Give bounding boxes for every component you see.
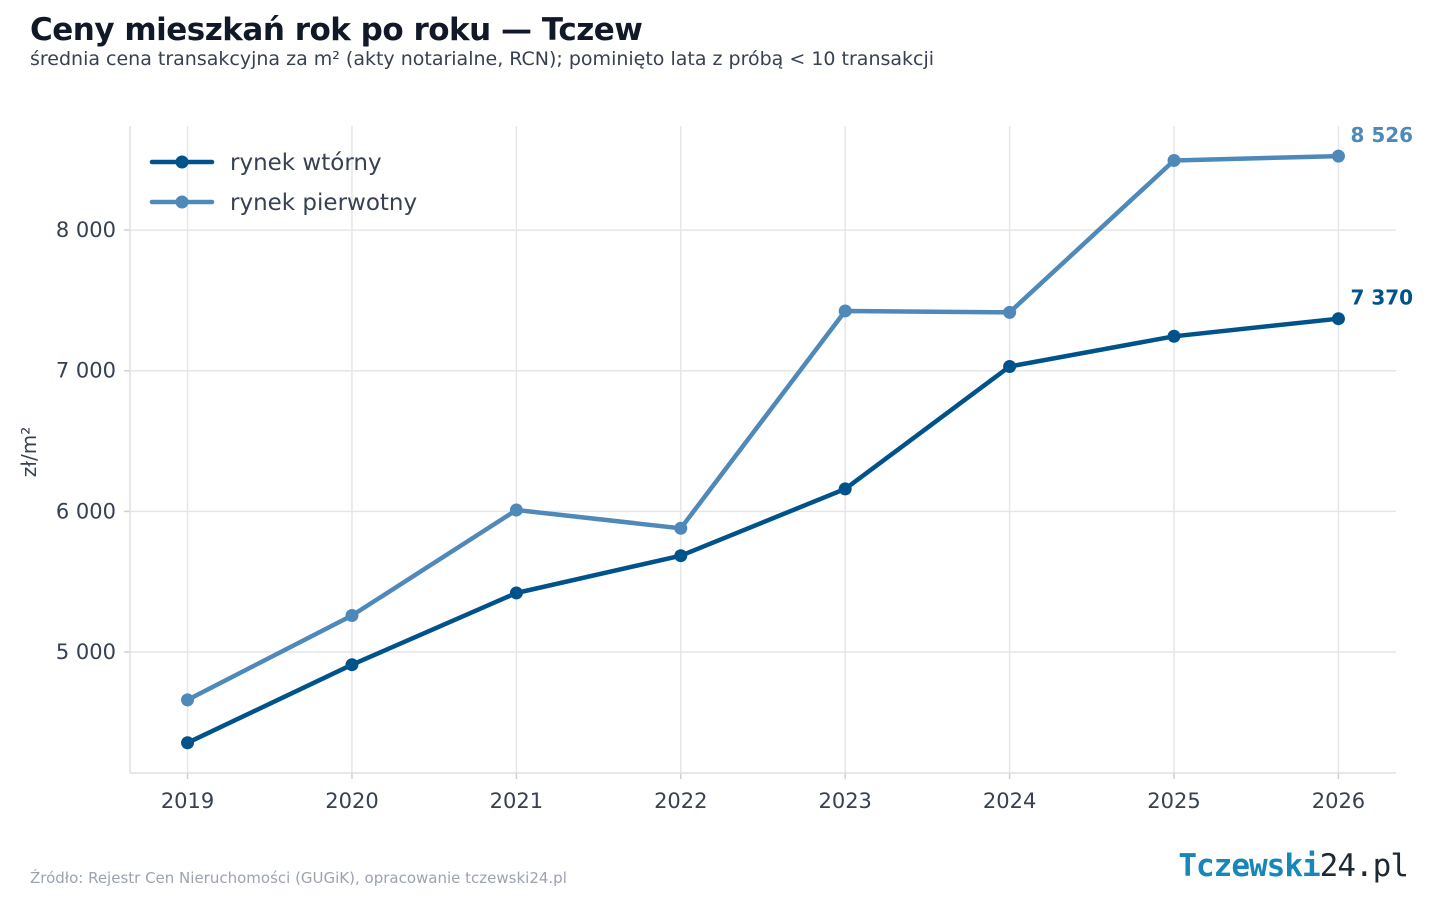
chart-subtitle: średnia cena transakcyjna za m² (akty no… [30, 48, 935, 70]
series-line-1 [185, 153, 1341, 703]
y-tick-label: 5 000 [56, 640, 116, 664]
brand-logo: Tczewski24.pl [1178, 848, 1409, 884]
data-point [674, 549, 688, 563]
y-tick-label: 6 000 [56, 499, 116, 523]
y-tick-label: 7 000 [56, 359, 116, 383]
data-point [1167, 329, 1181, 343]
axes: 2019 2020 2021 2022 2023 2024 2025 2026 5 000 6 0… [56, 126, 1396, 813]
y-axis-label: zł/m² [17, 427, 41, 477]
end-value-label: 8 526 [1350, 123, 1413, 147]
chart-title: Ceny mieszkań rok po roku — Tczew [30, 12, 643, 48]
y-tick-label: 8 000 [56, 218, 116, 242]
x-tick-label: 2026 [1312, 789, 1365, 813]
data-point [509, 586, 523, 600]
data-point [181, 736, 195, 750]
data-point [509, 503, 523, 517]
end-value-label: 7 370 [1350, 286, 1413, 310]
x-tick-label: 2025 [1147, 789, 1200, 813]
data-point [345, 658, 359, 672]
data-point [674, 521, 688, 535]
data-point [1331, 312, 1345, 326]
data-point [181, 693, 195, 707]
legend-label: rynek wtórny [230, 150, 382, 176]
data-point [838, 304, 852, 318]
legend-marker [175, 195, 189, 209]
series-line-0 [185, 316, 1341, 746]
x-tick-label: 2023 [818, 789, 871, 813]
x-tick-label: 2022 [654, 789, 707, 813]
legend-marker [175, 155, 189, 169]
data-point [1003, 360, 1017, 374]
data-point [1331, 149, 1345, 163]
legend: rynek wtórny rynek pierwotny [149, 150, 417, 216]
grid-lines [130, 126, 1396, 773]
x-tick-label: 2024 [983, 789, 1036, 813]
data-point [1167, 153, 1181, 167]
source-note: Źródło: Rejestr Cen Nieruchomości (GUGiK… [30, 869, 567, 887]
logo-suffix-text: 24.pl [1319, 848, 1409, 884]
x-tick-label: 2021 [490, 789, 543, 813]
logo-main-text: Tczewski [1178, 848, 1320, 884]
data-point [345, 608, 359, 622]
x-tick-label: 2019 [161, 789, 214, 813]
legend-label: rynek pierwotny [230, 190, 417, 216]
series-layer: 8 526 7 370 [181, 123, 1413, 750]
data-point [838, 482, 852, 496]
data-point [1003, 305, 1017, 319]
x-tick-label: 2020 [325, 789, 378, 813]
